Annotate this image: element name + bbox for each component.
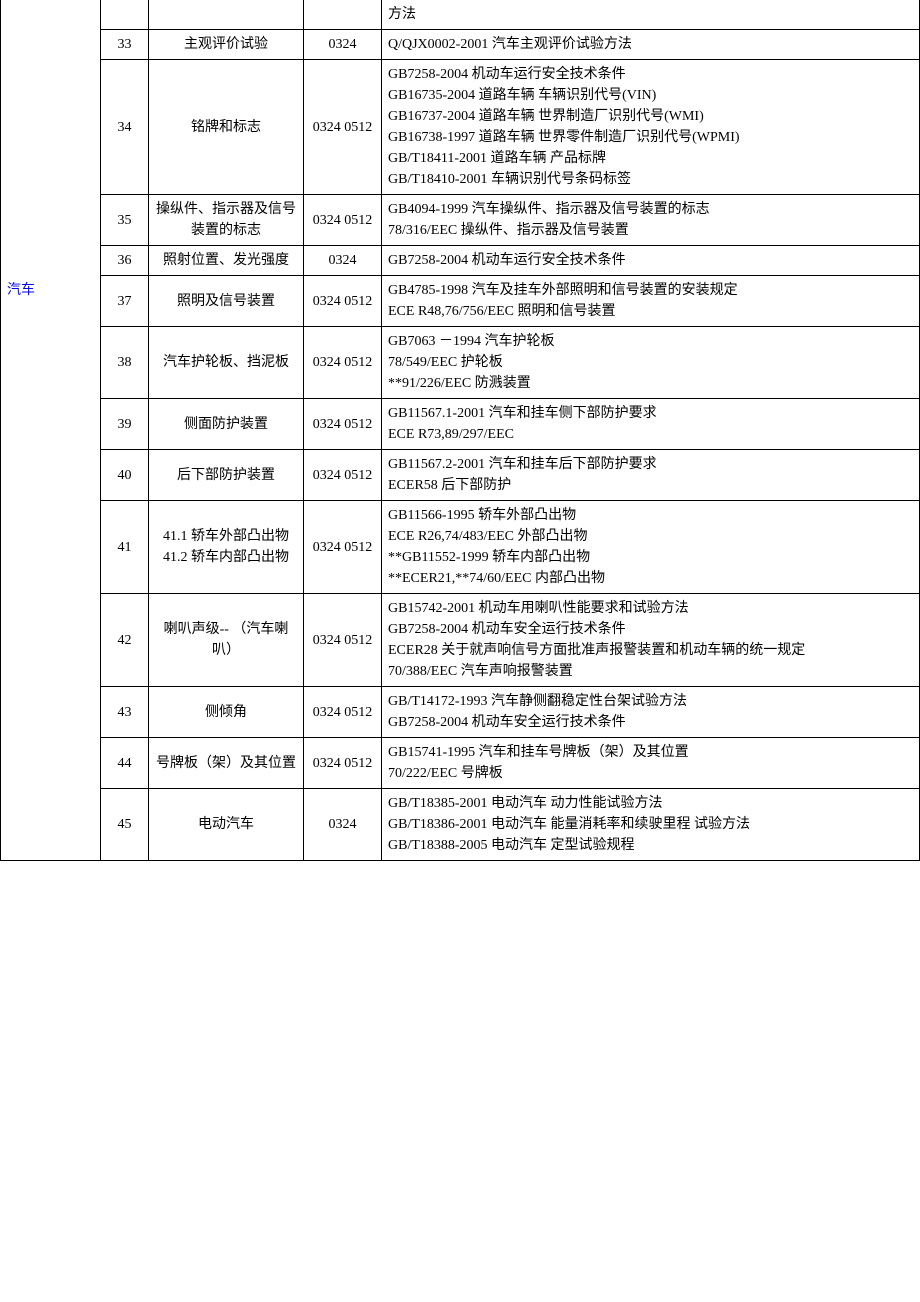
standard-cell: Q/QJX0002-2001 汽车主观评价试验方法 — [382, 30, 920, 60]
table-row: 44号牌板（架）及其位置0324 0512GB15741-1995 汽车和挂车号… — [1, 738, 920, 789]
standard-cell: GB/T18385-2001 电动汽车 动力性能试验方法 GB/T18386-2… — [382, 789, 920, 861]
code-cell — [304, 0, 382, 30]
test-item: 主观评价试验 — [149, 30, 304, 60]
table-row: 42喇叭声级-- （汽车喇叭）0324 0512GB15742-2001 机动车… — [1, 594, 920, 687]
table-row: 36照射位置、发光强度0324GB7258-2004 机动车运行安全技术条件 — [1, 246, 920, 276]
code-cell: 0324 0512 — [304, 594, 382, 687]
table-row: 4141.1 轿车外部凸出物 41.2 轿车内部凸出物0324 0512GB11… — [1, 501, 920, 594]
table-row: 汽车 37照明及信号装置0324 0512GB4785-1998 汽车及挂车外部照… — [1, 276, 920, 327]
table-row: 38汽车护轮板、挡泥板0324 0512GB7063 －1994 汽车护轮板 7… — [1, 327, 920, 399]
row-number: 39 — [101, 399, 149, 450]
test-item: 电动汽车 — [149, 789, 304, 861]
code-cell: 0324 0512 — [304, 738, 382, 789]
code-cell: 0324 — [304, 246, 382, 276]
test-item: 照射位置、发光强度 — [149, 246, 304, 276]
code-cell: 0324 0512 — [304, 60, 382, 195]
standard-cell: GB15742-2001 机动车用喇叭性能要求和试验方法 GB7258-2004… — [382, 594, 920, 687]
category-cell: 汽车 — [1, 276, 101, 861]
code-cell: 0324 0512 — [304, 399, 382, 450]
row-number: 36 — [101, 246, 149, 276]
row-number: 41 — [101, 501, 149, 594]
standard-cell: GB/T14172-1993 汽车静侧翻稳定性台架试验方法 GB7258-200… — [382, 687, 920, 738]
code-cell: 0324 0512 — [304, 276, 382, 327]
standard-cell: GB4785-1998 汽车及挂车外部照明和信号装置的安装规定 ECE R48,… — [382, 276, 920, 327]
table-row: 33主观评价试验0324Q/QJX0002-2001 汽车主观评价试验方法 — [1, 30, 920, 60]
row-number: 35 — [101, 195, 149, 246]
standard-cell: GB7258-2004 机动车运行安全技术条件 GB16735-2004 道路车… — [382, 60, 920, 195]
test-item: 后下部防护装置 — [149, 450, 304, 501]
category-cell-empty — [1, 0, 101, 276]
row-number: 37 — [101, 276, 149, 327]
standard-cell: GB11567.1-2001 汽车和挂车侧下部防护要求 ECE R73,89/2… — [382, 399, 920, 450]
category-link[interactable]: 汽车 — [7, 283, 35, 298]
test-item — [149, 0, 304, 30]
standard-cell: 方法 — [382, 0, 920, 30]
row-number: 33 — [101, 30, 149, 60]
row-number: 40 — [101, 450, 149, 501]
standard-cell: GB11567.2-2001 汽车和挂车后下部防护要求 ECER58 后下部防护 — [382, 450, 920, 501]
code-cell: 0324 0512 — [304, 327, 382, 399]
standard-cell: GB11566-1995 轿车外部凸出物 ECE R26,74/483/EEC … — [382, 501, 920, 594]
row-number: 45 — [101, 789, 149, 861]
code-cell: 0324 0512 — [304, 450, 382, 501]
test-item: 照明及信号装置 — [149, 276, 304, 327]
test-item: 41.1 轿车外部凸出物 41.2 轿车内部凸出物 — [149, 501, 304, 594]
table-row: 39侧面防护装置0324 0512GB11567.1-2001 汽车和挂车侧下部… — [1, 399, 920, 450]
standards-table: 方法33主观评价试验0324Q/QJX0002-2001 汽车主观评价试验方法3… — [0, 0, 920, 861]
table-row: 34铭牌和标志0324 0512GB7258-2004 机动车运行安全技术条件 … — [1, 60, 920, 195]
standard-cell: GB4094-1999 汽车操纵件、指示器及信号装置的标志 78/316/EEC… — [382, 195, 920, 246]
table-row: 方法 — [1, 0, 920, 30]
code-cell: 0324 0512 — [304, 501, 382, 594]
row-number: 44 — [101, 738, 149, 789]
code-cell: 0324 — [304, 789, 382, 861]
row-number: 43 — [101, 687, 149, 738]
test-item: 号牌板（架）及其位置 — [149, 738, 304, 789]
table-row: 40后下部防护装置0324 0512GB11567.2-2001 汽车和挂车后下… — [1, 450, 920, 501]
code-cell: 0324 0512 — [304, 687, 382, 738]
row-number: 42 — [101, 594, 149, 687]
test-item: 铭牌和标志 — [149, 60, 304, 195]
table-row: 43侧倾角0324 0512GB/T14172-1993 汽车静侧翻稳定性台架试… — [1, 687, 920, 738]
standard-cell: GB7258-2004 机动车运行安全技术条件 — [382, 246, 920, 276]
table-row: 45电动汽车0324GB/T18385-2001 电动汽车 动力性能试验方法 G… — [1, 789, 920, 861]
standard-cell: GB15741-1995 汽车和挂车号牌板（架）及其位置 70/222/EEC … — [382, 738, 920, 789]
test-item: 操纵件、指示器及信号装置的标志 — [149, 195, 304, 246]
row-number: 38 — [101, 327, 149, 399]
test-item: 侧面防护装置 — [149, 399, 304, 450]
test-item: 侧倾角 — [149, 687, 304, 738]
code-cell: 0324 0512 — [304, 195, 382, 246]
row-number: 34 — [101, 60, 149, 195]
table-row: 35操纵件、指示器及信号装置的标志0324 0512GB4094-1999 汽车… — [1, 195, 920, 246]
row-number — [101, 0, 149, 30]
test-item: 汽车护轮板、挡泥板 — [149, 327, 304, 399]
test-item: 喇叭声级-- （汽车喇叭） — [149, 594, 304, 687]
standard-cell: GB7063 －1994 汽车护轮板 78/549/EEC 护轮板 **91/2… — [382, 327, 920, 399]
code-cell: 0324 — [304, 30, 382, 60]
